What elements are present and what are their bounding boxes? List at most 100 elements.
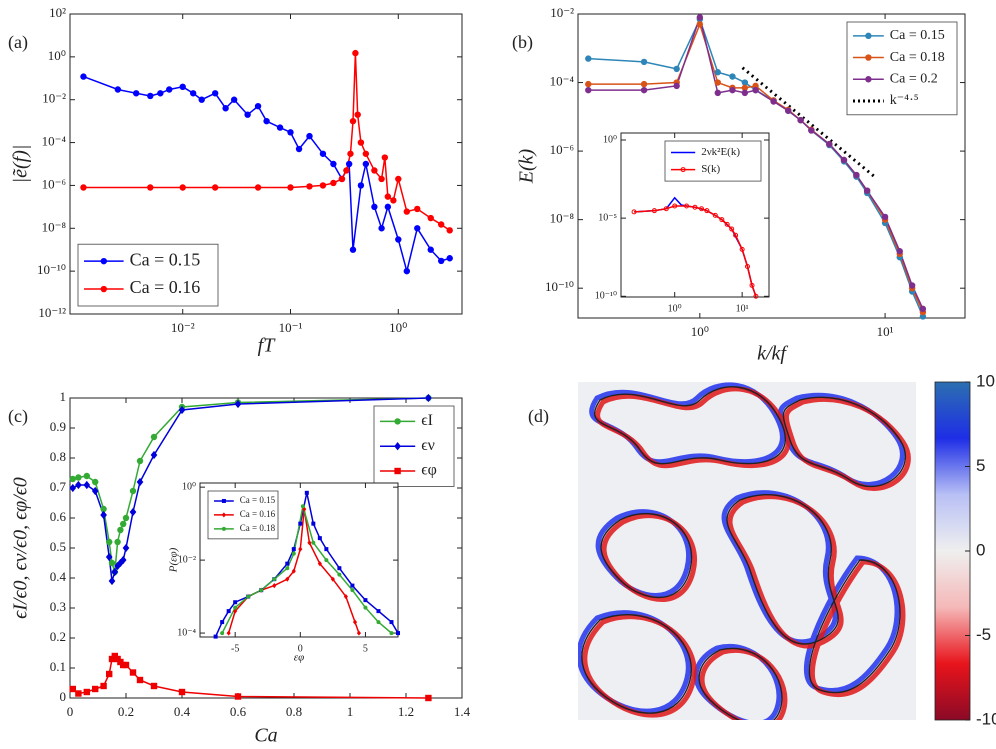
marker xyxy=(378,175,385,183)
y-tick-label: 0.5 xyxy=(50,539,66,554)
y-axis-label: P(εφ) xyxy=(168,547,180,573)
marker xyxy=(753,293,759,299)
marker xyxy=(285,566,290,571)
marker xyxy=(381,154,389,161)
marker xyxy=(733,232,739,238)
legend-marker xyxy=(865,32,872,40)
marker xyxy=(114,538,121,546)
marker xyxy=(179,83,186,91)
marker xyxy=(347,150,354,157)
marker xyxy=(129,507,137,517)
marker xyxy=(298,546,303,552)
marker xyxy=(83,480,91,490)
legend-box xyxy=(846,21,958,116)
marker xyxy=(896,248,903,255)
marker xyxy=(425,393,432,403)
marker xyxy=(673,82,680,90)
y-tick-label: 10⁻⁸ xyxy=(42,219,67,234)
marker xyxy=(349,117,357,125)
marker xyxy=(357,139,365,146)
marker xyxy=(427,246,434,253)
legend-marker xyxy=(394,418,401,425)
marker xyxy=(352,619,358,625)
legend-label: Ca = 0.2 xyxy=(890,71,938,86)
marker xyxy=(749,282,755,288)
marker xyxy=(178,688,186,696)
marker xyxy=(230,96,238,103)
marker xyxy=(120,520,127,528)
series-line xyxy=(741,66,878,180)
marker xyxy=(881,213,889,221)
marker xyxy=(211,90,219,97)
marker xyxy=(287,129,294,136)
field xyxy=(578,382,916,720)
marker xyxy=(684,203,690,209)
marker xyxy=(696,14,704,21)
y-tick-label: 10⁻² xyxy=(550,5,574,20)
marker xyxy=(395,236,402,243)
y-tick-label: 10⁻¹² xyxy=(38,305,66,320)
marker xyxy=(714,89,721,97)
marker xyxy=(319,150,327,157)
marker xyxy=(222,105,229,112)
y-tick-label: 10⁻⁴ xyxy=(550,74,575,89)
marker xyxy=(699,206,705,212)
marker xyxy=(729,226,735,232)
marker xyxy=(376,620,381,625)
legend-marker xyxy=(865,54,872,61)
marker xyxy=(220,620,225,625)
marker xyxy=(908,282,916,289)
legend-marker xyxy=(100,257,108,265)
x-tick-label: 10⁰ xyxy=(691,324,709,339)
y-tick-label: 0.8 xyxy=(50,449,66,464)
x-tick-label: 0.4 xyxy=(174,704,191,719)
marker xyxy=(69,475,77,483)
marker xyxy=(389,620,394,625)
marker xyxy=(302,506,307,512)
marker xyxy=(111,567,119,577)
x-tick-label: 10⁻² xyxy=(171,320,195,335)
marker xyxy=(673,65,680,73)
marker xyxy=(157,90,164,97)
marker xyxy=(719,217,725,223)
legend-label: ϵν xyxy=(421,437,435,454)
marker xyxy=(106,670,113,678)
marker xyxy=(363,605,368,610)
x-tick-label: 0 xyxy=(67,704,74,719)
marker xyxy=(105,552,113,562)
marker xyxy=(395,175,402,183)
marker xyxy=(75,474,82,481)
legend-marker xyxy=(865,76,872,83)
series-layer xyxy=(634,196,757,297)
y-tick-label: 10⁻⁶ xyxy=(550,142,574,157)
y-axis-label: |ẽ(f)| xyxy=(10,145,32,184)
marker xyxy=(403,208,411,215)
marker xyxy=(106,538,113,546)
marker xyxy=(371,203,378,211)
marker xyxy=(437,257,445,265)
y-tick-label: 10⁰ xyxy=(48,48,66,63)
marker xyxy=(291,547,296,552)
x-tick-label: 1.4 xyxy=(454,704,471,719)
marker xyxy=(744,264,750,270)
colorbar-tick-label: 10 xyxy=(976,371,995,390)
legend-marker xyxy=(221,512,226,518)
marker xyxy=(345,160,353,168)
marker xyxy=(384,193,392,200)
legend-marker xyxy=(680,167,686,173)
marker xyxy=(330,160,337,168)
marker xyxy=(446,255,453,262)
marker xyxy=(147,92,154,100)
marker xyxy=(92,478,99,486)
marker xyxy=(663,206,669,212)
y-tick-label: 10⁻² xyxy=(42,91,66,106)
legend-label: 2νk²E(k) xyxy=(701,146,740,158)
y-tick-label: 1 xyxy=(60,389,67,404)
marker xyxy=(226,630,231,636)
marker xyxy=(166,86,173,93)
x-tick-label: 10⁻¹ xyxy=(279,320,303,335)
marker xyxy=(446,227,453,234)
marker xyxy=(863,187,871,194)
x-axis-label: fT xyxy=(258,335,277,357)
